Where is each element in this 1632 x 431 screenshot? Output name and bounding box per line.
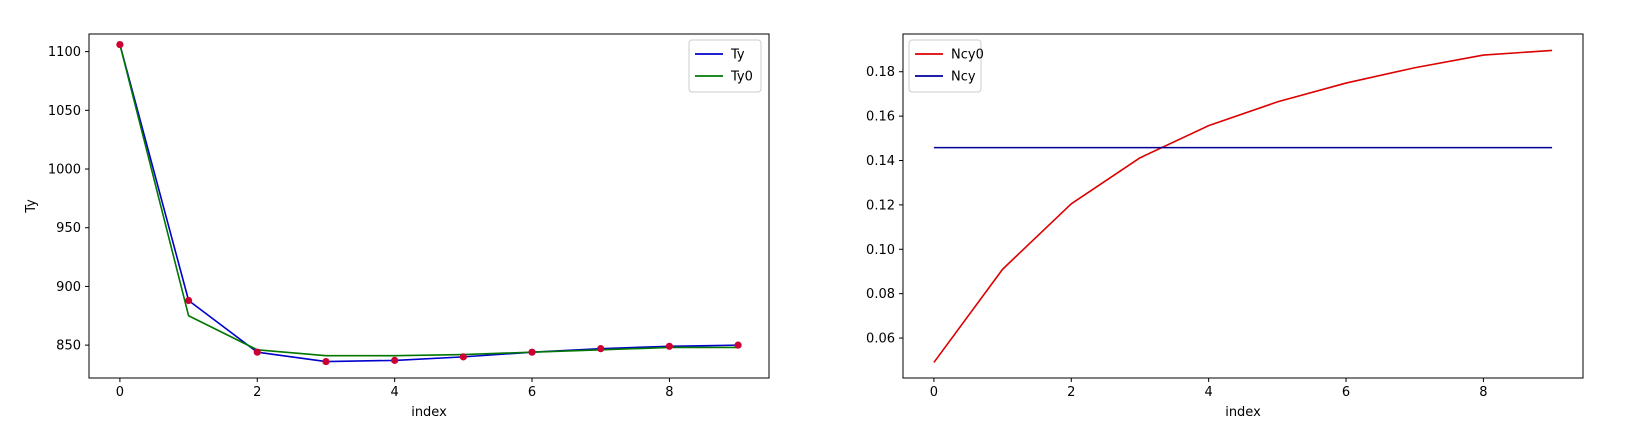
data-point [597, 345, 605, 353]
y-tick-label: 1050 [48, 104, 81, 119]
series-line-ncy0 [933, 49, 1553, 363]
chart-ncy: 0 2 4 6 8 0.06 0.08 0.10 0.12 0.14 0.16 0.18 index Nc… [866, 33, 1584, 420]
x-tick-label: 4 [391, 385, 399, 400]
series-line-ty0 [119, 44, 739, 357]
series-line-ty [119, 44, 739, 363]
x-axis-label: index [411, 405, 447, 420]
y-tick-label: 0.14 [866, 154, 895, 169]
legend: Ty Ty0 [688, 39, 762, 93]
x-tick-label: 0 [116, 385, 124, 400]
x-tick-label: 8 [1479, 385, 1487, 400]
plot-area [88, 33, 770, 379]
x-tick-label: 6 [528, 385, 536, 400]
x-tick-label: 2 [253, 385, 261, 400]
data-point [184, 296, 193, 305]
data-point [528, 348, 536, 356]
data-point [391, 356, 399, 364]
x-axis-label: index [1225, 405, 1261, 420]
y-tick-label: 0.12 [866, 198, 895, 213]
x-tick-label: 8 [665, 385, 673, 400]
y-tick-label: 0.16 [866, 110, 895, 125]
legend: Ncy0 Ncy [908, 39, 984, 93]
data-point [322, 357, 330, 366]
legend-label: Ty0 [730, 70, 753, 85]
data-point [116, 40, 124, 49]
data-point [459, 353, 467, 361]
y-tick-label: 850 [56, 339, 81, 354]
y-axis-label: Ty [24, 199, 39, 214]
chart-ty: 0 2 4 6 8 850 900 950 1000 1050 1100 index Ty Ty Ty0 [24, 33, 770, 420]
y-tick-label: 0.18 [866, 65, 895, 80]
x-tick-label: 0 [930, 385, 938, 400]
legend-label: Ncy0 [951, 48, 984, 63]
legend-box [688, 39, 762, 93]
data-point [734, 341, 742, 349]
legend-label: Ty [730, 48, 745, 63]
x-tick-label: 2 [1067, 385, 1075, 400]
y-tick-label: 0.08 [866, 287, 895, 302]
legend-label: Ncy [951, 70, 976, 85]
data-point [665, 342, 674, 350]
y-tick-label: 950 [56, 221, 81, 236]
x-tick-label: 4 [1205, 385, 1213, 400]
data-point [253, 348, 261, 356]
y-tick-label: 900 [56, 280, 81, 295]
y-tick-label: 0.06 [866, 332, 895, 347]
plot-area [902, 33, 1584, 379]
legend-box [908, 39, 982, 93]
y-tick-label: 1000 [48, 163, 81, 178]
y-tick-label: 1100 [48, 45, 81, 60]
y-tick-label: 0.10 [866, 243, 895, 258]
x-tick-label: 6 [1342, 385, 1350, 400]
